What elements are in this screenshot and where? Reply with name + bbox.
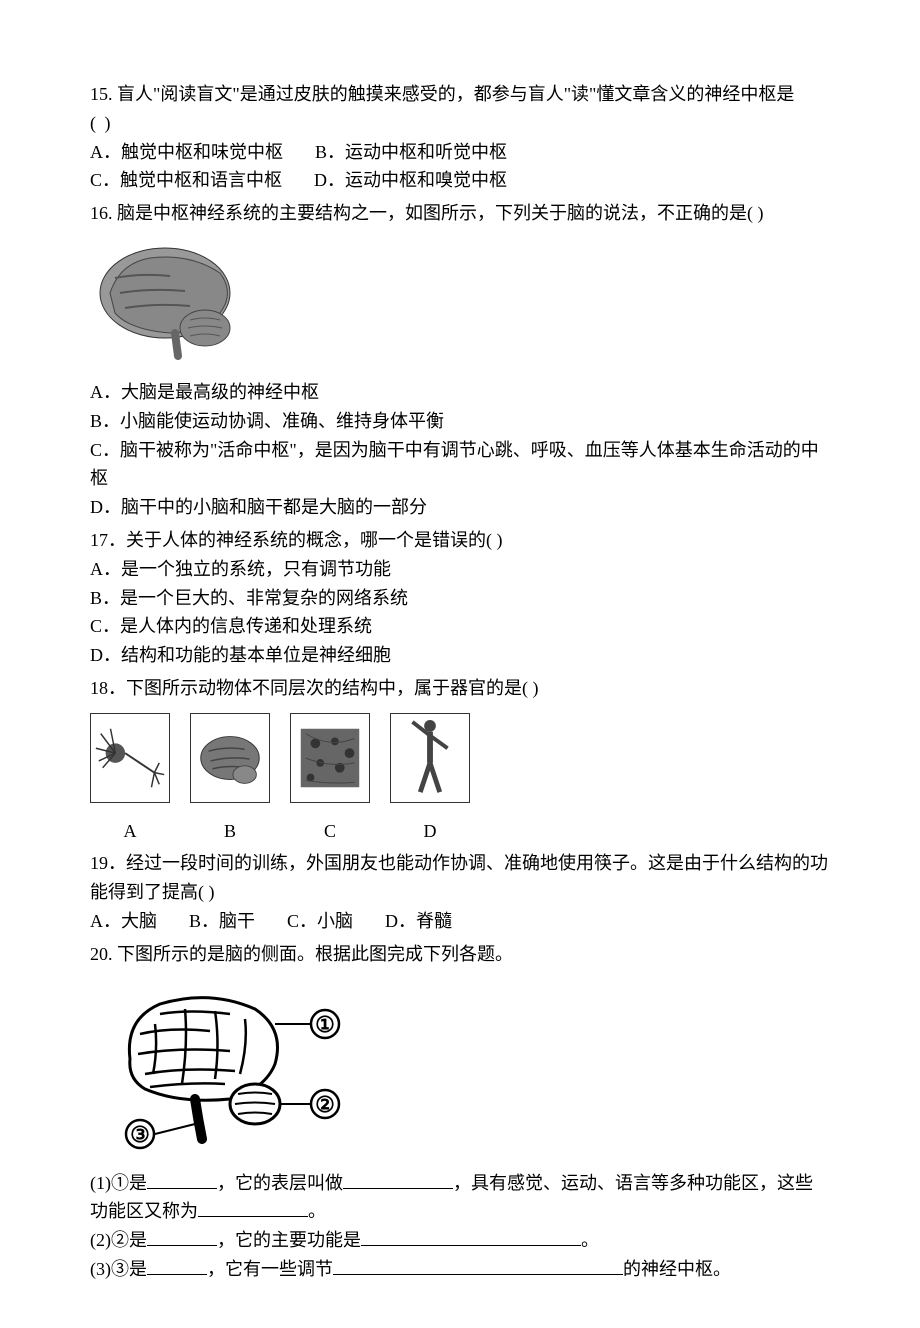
brain-side-labeled-image: ① ② ③ [90,979,350,1159]
q16-option-c: C．脑干被称为"活命中枢"，是因为脑干中有调节心跳、呼吸、血压等人体基本生命活动… [90,436,830,494]
q16-text: 16. 脑是中枢神经系统的主要结构之一，如图所示，下列关于脑的说法，不正确的是(… [90,199,830,228]
q19-option-d: D．脊髓 [385,907,452,936]
q20-sub2: (2)②是 ，它的主要功能是 。 [90,1226,830,1255]
question-15: 15. 盲人"阅读盲文"是通过皮肤的触摸来感受的，都参与盲人"读"懂文章含义的神… [90,80,830,195]
q20-sub1-p1: (1)①是 [90,1173,147,1193]
organ-b-brain: B [190,713,270,846]
blank [147,1171,217,1189]
question-20: 20. 下图所示的是脑的侧面。根据此图完成下列各题。 ① ② ③ (1)①是 ，它… [90,940,830,1284]
blank [333,1257,623,1275]
q20-sub3-p1: (3)③是 [90,1259,147,1279]
blank [198,1199,308,1217]
q19-text: 19．经过一段时间的训练，外国朋友也能动作协调、准确地使用筷子。这是由于什么结构… [90,849,830,907]
question-19: 19．经过一段时间的训练，外国朋友也能动作协调、准确地使用筷子。这是由于什么结构… [90,849,830,935]
blank [147,1257,207,1275]
q20-sub2-p1: (2)②是 [90,1230,147,1250]
blank [361,1228,581,1246]
brain-label-2: ② [315,1092,335,1117]
q17-option-d: D．结构和功能的基本单位是神经细胞 [90,641,830,670]
q16-option-b: B．小脑能使运动协调、准确、维持身体平衡 [90,407,830,436]
organ-label-c: C [290,817,370,846]
q15-option-d: D．运动中枢和嗅觉中枢 [314,166,507,195]
organ-label-b: B [190,817,270,846]
q20-sub1-p2: ，它的表层叫做 [217,1173,343,1193]
organ-label-a: A [90,817,170,846]
q20-sub3: (3)③是 ，它有一些调节 的神经中枢。 [90,1255,830,1284]
q20-sub2-p3: 。 [581,1230,599,1250]
q20-sub3-p3: 的神经中枢。 [623,1259,731,1279]
blank [147,1228,217,1246]
q17-option-a: A．是一个独立的系统，只有调节功能 [90,555,830,584]
q17-text: 17．关于人体的神经系统的概念，哪一个是错误的( ) [90,526,830,555]
brain-label-3: ③ [130,1122,150,1147]
organ-label-d: D [390,817,470,846]
q15-text: 15. 盲人"阅读盲文"是通过皮肤的触摸来感受的，都参与盲人"读"懂文章含义的神… [90,80,830,109]
q18-text: 18．下图所示动物体不同层次的结构中，属于器官的是( ) [90,674,830,703]
organ-a-neuron: A [90,713,170,846]
q20-sub2-p2: ，它的主要功能是 [217,1230,361,1250]
q16-option-d: D．脑干中的小脑和脑干都是大脑的一部分 [90,493,830,522]
q20-text: 20. 下图所示的是脑的侧面。根据此图完成下列各题。 [90,940,830,969]
organ-c-tissue: C [290,713,370,846]
question-16: 16. 脑是中枢神经系统的主要结构之一，如图所示，下列关于脑的说法，不正确的是(… [90,199,830,522]
brain-label-1: ① [315,1012,335,1037]
brain-sagittal-image [90,238,260,368]
q17-option-c: C．是人体内的信息传递和处理系统 [90,612,830,641]
blank [343,1171,453,1189]
q15-option-c: C．触觉中枢和语言中枢 [90,166,282,195]
q16-option-a: A．大脑是最高级的神经中枢 [90,378,830,407]
q17-option-b: B．是一个巨大的、非常复杂的网络系统 [90,584,830,613]
q19-option-b: B．脑干 [189,907,255,936]
q15-option-a: A．触觉中枢和味觉中枢 [90,138,283,167]
question-17: 17．关于人体的神经系统的概念，哪一个是错误的( ) A．是一个独立的系统，只有… [90,526,830,670]
q19-option-a: A．大脑 [90,907,157,936]
q15-paren: ( ) [90,109,830,138]
question-18: 18．下图所示动物体不同层次的结构中，属于器官的是( ) A B [90,674,830,845]
q19-option-c: C．小脑 [287,907,353,936]
q20-sub1: (1)①是，它的表层叫做，具有感觉、运动、语言等多种功能区，这些功能区又称为。 [90,1169,830,1227]
q15-option-b: B．运动中枢和听觉中枢 [315,138,507,167]
organ-d-human: D [390,713,470,846]
q20-sub3-p2: ，它有一些调节 [207,1259,333,1279]
q20-sub1-p4: 。 [308,1201,326,1221]
